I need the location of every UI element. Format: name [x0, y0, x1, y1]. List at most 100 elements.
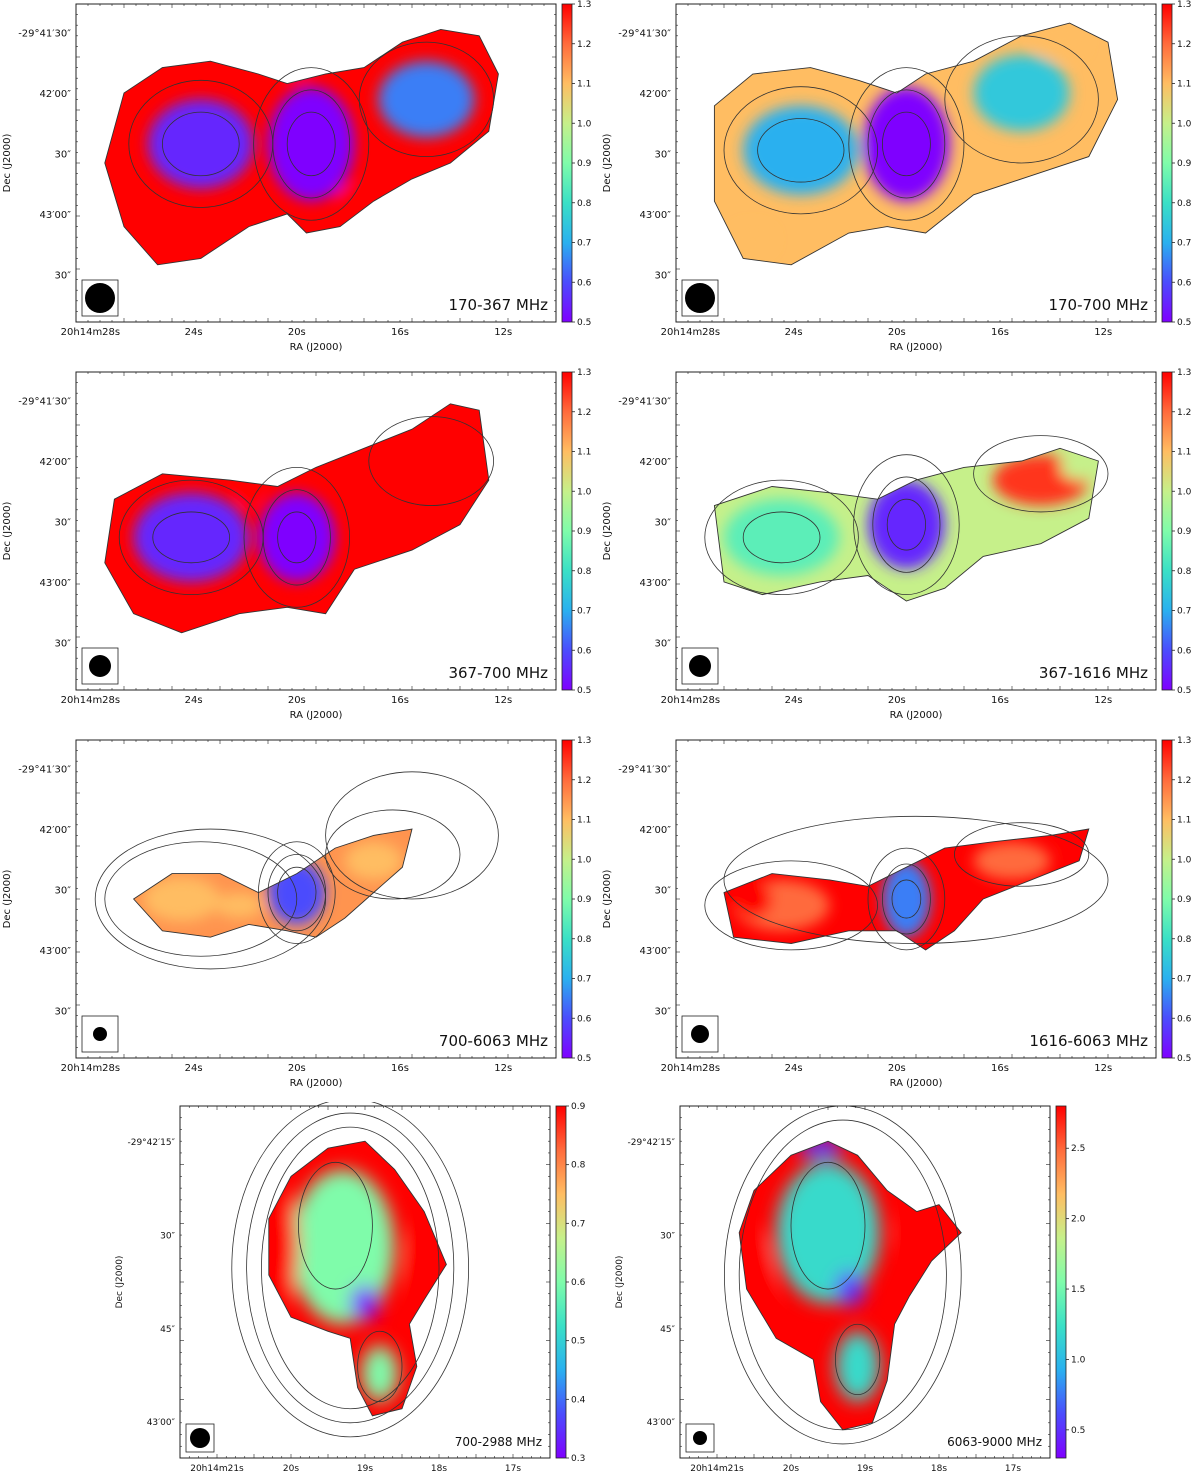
y-tick-label: -29°42′15″: [127, 1138, 175, 1148]
colorbar-tick-label: 0.7: [577, 607, 591, 617]
x-tick-label: 20h14m28s: [61, 327, 120, 338]
colorbar-tick-label: 0.8: [1177, 199, 1192, 209]
y-tick-label: 45″: [660, 1325, 675, 1335]
colorbar: [561, 3, 573, 323]
y-axis-label: Dec (J2000): [602, 134, 613, 193]
colorbar-tick-label: 1.2: [1177, 40, 1191, 50]
axis-ticks: [675, 3, 1157, 323]
x-tick-label: 20s: [288, 1063, 306, 1074]
y-axis-label: Dec (J2000): [2, 870, 13, 929]
x-tick-label: 20s: [888, 1063, 906, 1074]
axis-ticks: [75, 3, 557, 323]
contour-line: [704, 860, 878, 951]
colorbar-tick-label: 0.9: [577, 527, 592, 537]
colorbar-tick-label: 0.5: [571, 1337, 585, 1347]
y-tick-label: 30″: [655, 270, 672, 281]
y-tick-label: 43′00″: [640, 578, 672, 589]
y-tick-label: 30″: [160, 1231, 175, 1241]
map-region-west_lobe: [973, 841, 1051, 880]
contour-outline: [104, 28, 499, 266]
y-tick-label: 30″: [55, 638, 72, 649]
contour-line: [973, 435, 1109, 513]
colorbar-tick-label: 0.7: [577, 239, 591, 249]
y-tick-label: 30″: [55, 885, 72, 896]
y-tick-label: 43′00″: [147, 1418, 176, 1428]
axis-ticks: [179, 1105, 551, 1459]
x-tick-label: 20h14m21s: [190, 1464, 244, 1472]
map-region-core: [882, 860, 931, 938]
panel-title: 700-6063 MHz: [439, 1032, 548, 1050]
colorbar-tick-label: 1.2: [577, 40, 591, 50]
y-tick-label: 42′00″: [40, 825, 72, 836]
contours: [104, 403, 495, 634]
contour-line: [891, 879, 922, 919]
x-tick-label: 12s: [1094, 695, 1112, 706]
contour-line: [742, 511, 821, 564]
map-region-interior: [776, 1162, 880, 1304]
colorbar-tick-label: 1.3: [577, 0, 591, 10]
map-region-east_lobe: [743, 105, 859, 195]
y-tick-label: 42′00″: [640, 825, 672, 836]
colorbar: [1055, 1105, 1067, 1459]
colorbar-tick-label: 1.0: [1177, 487, 1192, 497]
colorbar-tick-label: 0.7: [1177, 607, 1191, 617]
colorbar-tick-label: 0.9: [571, 1102, 586, 1112]
contour-outline: [104, 403, 490, 634]
map-region-core: [350, 1285, 380, 1321]
contour-line: [94, 828, 326, 970]
x-tick-label: 19s: [357, 1464, 373, 1472]
panel-title: 6063-9000 MHz: [947, 1435, 1042, 1449]
x-tick-label: 12s: [1094, 1063, 1112, 1074]
panel-title: 1616-6063 MHz: [1029, 1032, 1148, 1050]
colorbar-tick-label: 1.3: [1177, 736, 1191, 746]
map-region-east_lobe: [133, 492, 249, 582]
y-tick-label: 30″: [655, 885, 672, 896]
contour-line: [272, 89, 351, 199]
contour-line: [790, 1161, 866, 1290]
contour-line: [867, 89, 946, 199]
map-region-east_lobe: [143, 876, 221, 922]
colorbar-tick-label: 1.1: [577, 816, 591, 826]
y-tick-label: 30″: [55, 270, 72, 281]
colorbar-tick-label: 0.6: [571, 1278, 586, 1288]
map-region-rim: [409, 1225, 440, 1297]
x-tick-label: 20s: [288, 327, 306, 338]
x-tick-label: 19s: [857, 1464, 873, 1472]
colorbar-tick-label: 0.6: [577, 1014, 592, 1024]
colorbar-tick-label: 1.3: [577, 736, 591, 746]
contours: [713, 22, 1119, 266]
colorbar-tick-label: 0.6: [577, 646, 592, 656]
contour-line: [704, 479, 859, 595]
contours: [704, 435, 1109, 602]
spectral-index-map: [724, 829, 1089, 950]
colorbar: [1161, 739, 1173, 1059]
colorbar-tick-label: 0.9: [577, 159, 592, 169]
x-tick-label: 16s: [991, 1063, 1009, 1074]
contour-outline: [723, 828, 1090, 951]
x-tick-label: 16s: [991, 327, 1009, 338]
y-tick-label: 42′00″: [640, 457, 672, 468]
axis-ticks: [679, 1105, 1051, 1459]
y-axis-label: Dec (J2000): [2, 134, 13, 193]
y-tick-label: -29°41′30″: [18, 29, 71, 40]
colorbar: [1161, 371, 1173, 691]
map-panel: 20h14m21s 20s 19s 18s 17s -29°42′15″ 30″ 45″ 43′…: [84, 1098, 604, 1474]
spectral-index-map: [104, 403, 489, 633]
colorbar-tick-label: 1.1: [577, 448, 591, 458]
contours: [94, 771, 499, 970]
colorbar-tick-label: 0.4: [571, 1395, 586, 1405]
map-svg: 20h14m21s 20s 19s 18s 17s -29°42′15″ 30″ 45″ 43′…: [615, 1105, 1086, 1474]
contour-line: [835, 1323, 881, 1396]
contour-line: [723, 86, 879, 215]
spectral-index-map: [739, 1141, 962, 1430]
map-panel: 20h14m28s 24s 20s 16s 12s -29°41′30″ 42′00″ 30″…: [0, 736, 600, 1098]
beam-icon: [93, 1027, 107, 1041]
spectral-index-map: [133, 829, 412, 938]
y-tick-label: 30″: [55, 517, 72, 528]
colorbar-tick-label: 0.6: [1177, 646, 1192, 656]
x-axis-label: RA (J2000): [290, 710, 343, 721]
map-panel: 20h14m21s 20s 19s 18s 17s -29°42′15″ 30″ 45″ 43′…: [584, 1102, 1104, 1474]
contour-line: [867, 847, 946, 951]
x-tick-label: 20s: [283, 1464, 299, 1472]
panel-title: 170-700 MHz: [1048, 296, 1148, 314]
